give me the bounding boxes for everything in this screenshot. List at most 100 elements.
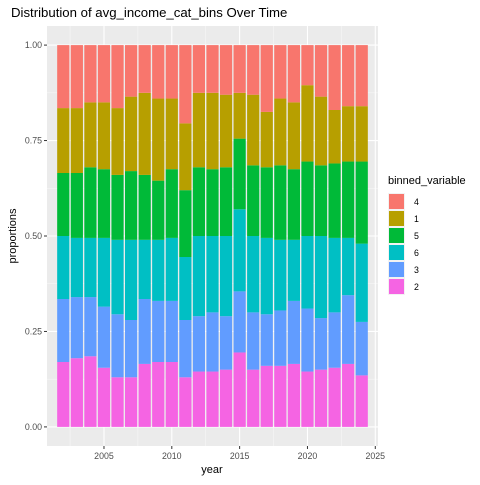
bar-segment-2022-4 — [328, 45, 341, 110]
bar-segment-2017-1 — [260, 111, 273, 168]
bar-segment-2019-5 — [287, 169, 300, 240]
bar-segment-2015-1 — [233, 92, 246, 139]
bar-segment-2009-3 — [152, 300, 165, 362]
bar-segment-2005-3 — [97, 306, 111, 368]
bar-segment-2016-3 — [247, 312, 260, 370]
bar-segment-2012-3 — [192, 316, 206, 372]
legend-swatch-4 — [389, 194, 404, 209]
bar-segment-2014-3 — [219, 316, 233, 370]
bar-segment-2024-3 — [355, 321, 368, 376]
bar-segment-2005-5 — [97, 169, 111, 238]
bar-segment-2003-4 — [70, 45, 83, 109]
bar-segment-2017-3 — [260, 314, 273, 366]
bar-segment-2007-5 — [125, 171, 138, 240]
bar-segment-2016-1 — [247, 94, 260, 166]
bar-segment-2006-3 — [111, 314, 124, 378]
x-tick-label: 2005 — [94, 451, 114, 461]
bar-segment-2013-5 — [206, 169, 219, 236]
bar-segment-2006-5 — [111, 174, 124, 240]
legend-label-5: 5 — [414, 231, 419, 241]
x-axis: 2005 2010 2015 2020 2025 — [94, 446, 385, 461]
bar-segment-2012-2 — [192, 371, 206, 427]
bar-segment-2021-2 — [314, 369, 328, 427]
bar-segment-2017-4 — [260, 45, 273, 112]
bar-segment-2014-5 — [219, 167, 233, 236]
bar-segment-2004-4 — [84, 45, 97, 103]
bar-segment-2021-6 — [314, 236, 328, 319]
y-tick-label: 0.25 — [25, 326, 42, 336]
bar-segment-2019-6 — [287, 239, 300, 301]
bar-segment-2011-6 — [179, 257, 192, 320]
bar-segment-2012-6 — [192, 236, 206, 317]
bar-segment-2009-6 — [152, 239, 165, 301]
x-tick-label: 2010 — [162, 451, 182, 461]
legend-label-1: 1 — [414, 214, 419, 224]
legend-swatch-6 — [389, 245, 404, 260]
bar-segment-2007-1 — [125, 96, 138, 172]
bar-segment-2018-3 — [274, 310, 287, 366]
legend-label-4: 4 — [414, 197, 419, 207]
x-tick-label: 2015 — [230, 451, 250, 461]
bar-segment-2008-1 — [138, 92, 151, 175]
y-tick-label: 0.00 — [25, 422, 42, 432]
bar-segment-2014-4 — [219, 45, 233, 95]
bar-segment-2008-2 — [138, 363, 151, 427]
bar-segment-2020-2 — [301, 371, 314, 427]
bar-segment-2012-5 — [192, 167, 206, 236]
bar-segment-2016-5 — [247, 165, 260, 236]
bar-segment-2022-5 — [328, 163, 341, 238]
y-axis: 0.00 0.25 0.50 0.75 1.00 — [25, 40, 47, 432]
bar-segment-2023-5 — [342, 161, 355, 238]
bar-segment-2018-4 — [274, 45, 287, 99]
bar-segment-2004-3 — [84, 297, 97, 357]
bar-segment-2024-2 — [355, 375, 368, 427]
bar-segment-2021-4 — [314, 45, 328, 97]
bar-segment-2012-4 — [192, 45, 206, 93]
chart-title: Distribution of avg_income_cat_bins Over… — [11, 5, 287, 20]
bar-segment-2011-3 — [179, 320, 192, 378]
legend: binned_variable 4 1 5 6 3 2 — [388, 175, 466, 295]
bar-segment-2019-4 — [287, 45, 300, 103]
bar-segment-2007-4 — [125, 45, 138, 97]
bar-segment-2020-6 — [301, 236, 314, 309]
y-tick-label: 1.00 — [25, 40, 42, 50]
bar-segment-2002-3 — [57, 299, 70, 362]
bar-segment-2004-1 — [84, 102, 97, 168]
bar-segment-2011-1 — [179, 123, 192, 191]
x-tick-label: 2025 — [365, 451, 385, 461]
y-tick-label: 0.50 — [25, 231, 42, 241]
bar-segment-2006-2 — [111, 377, 124, 427]
bar-segment-2005-2 — [97, 367, 111, 427]
bar-segment-2023-3 — [342, 295, 355, 364]
bar-segment-2016-4 — [247, 45, 260, 95]
bar-segment-2023-1 — [342, 106, 355, 162]
bar-segment-2002-5 — [57, 173, 70, 236]
bar-segment-2004-2 — [84, 356, 97, 427]
bar-segment-2006-4 — [111, 45, 124, 109]
bar-segment-2010-4 — [165, 45, 178, 99]
bar-segment-2021-1 — [314, 96, 328, 166]
bar-segment-2009-2 — [152, 362, 165, 427]
bar-segment-2024-6 — [355, 243, 368, 322]
bar-segment-2019-1 — [287, 102, 300, 170]
bar-segment-2015-4 — [233, 45, 246, 93]
bar-segment-2016-2 — [247, 369, 260, 427]
bar-segment-2012-1 — [192, 92, 206, 168]
bar-segment-2015-3 — [233, 291, 246, 353]
bar-segment-2011-2 — [179, 377, 192, 427]
bar-segment-2013-4 — [206, 45, 219, 93]
bar-segment-2015-2 — [233, 352, 246, 427]
bar-segment-2013-2 — [206, 371, 219, 427]
bar-segment-2011-5 — [179, 190, 192, 257]
bar-segment-2013-1 — [206, 92, 219, 170]
bar-segment-2024-5 — [355, 161, 368, 244]
bar-segment-2023-4 — [342, 45, 355, 107]
bar-segment-2020-4 — [301, 45, 314, 86]
bar-segment-2003-2 — [70, 358, 83, 427]
bar-segment-2014-6 — [219, 236, 233, 317]
bar-segment-2022-3 — [328, 312, 341, 368]
bar-segment-2018-5 — [274, 165, 287, 240]
bar-segment-2004-5 — [84, 167, 97, 238]
bar-segment-2009-1 — [152, 98, 165, 181]
bar-segment-2014-2 — [219, 369, 233, 427]
